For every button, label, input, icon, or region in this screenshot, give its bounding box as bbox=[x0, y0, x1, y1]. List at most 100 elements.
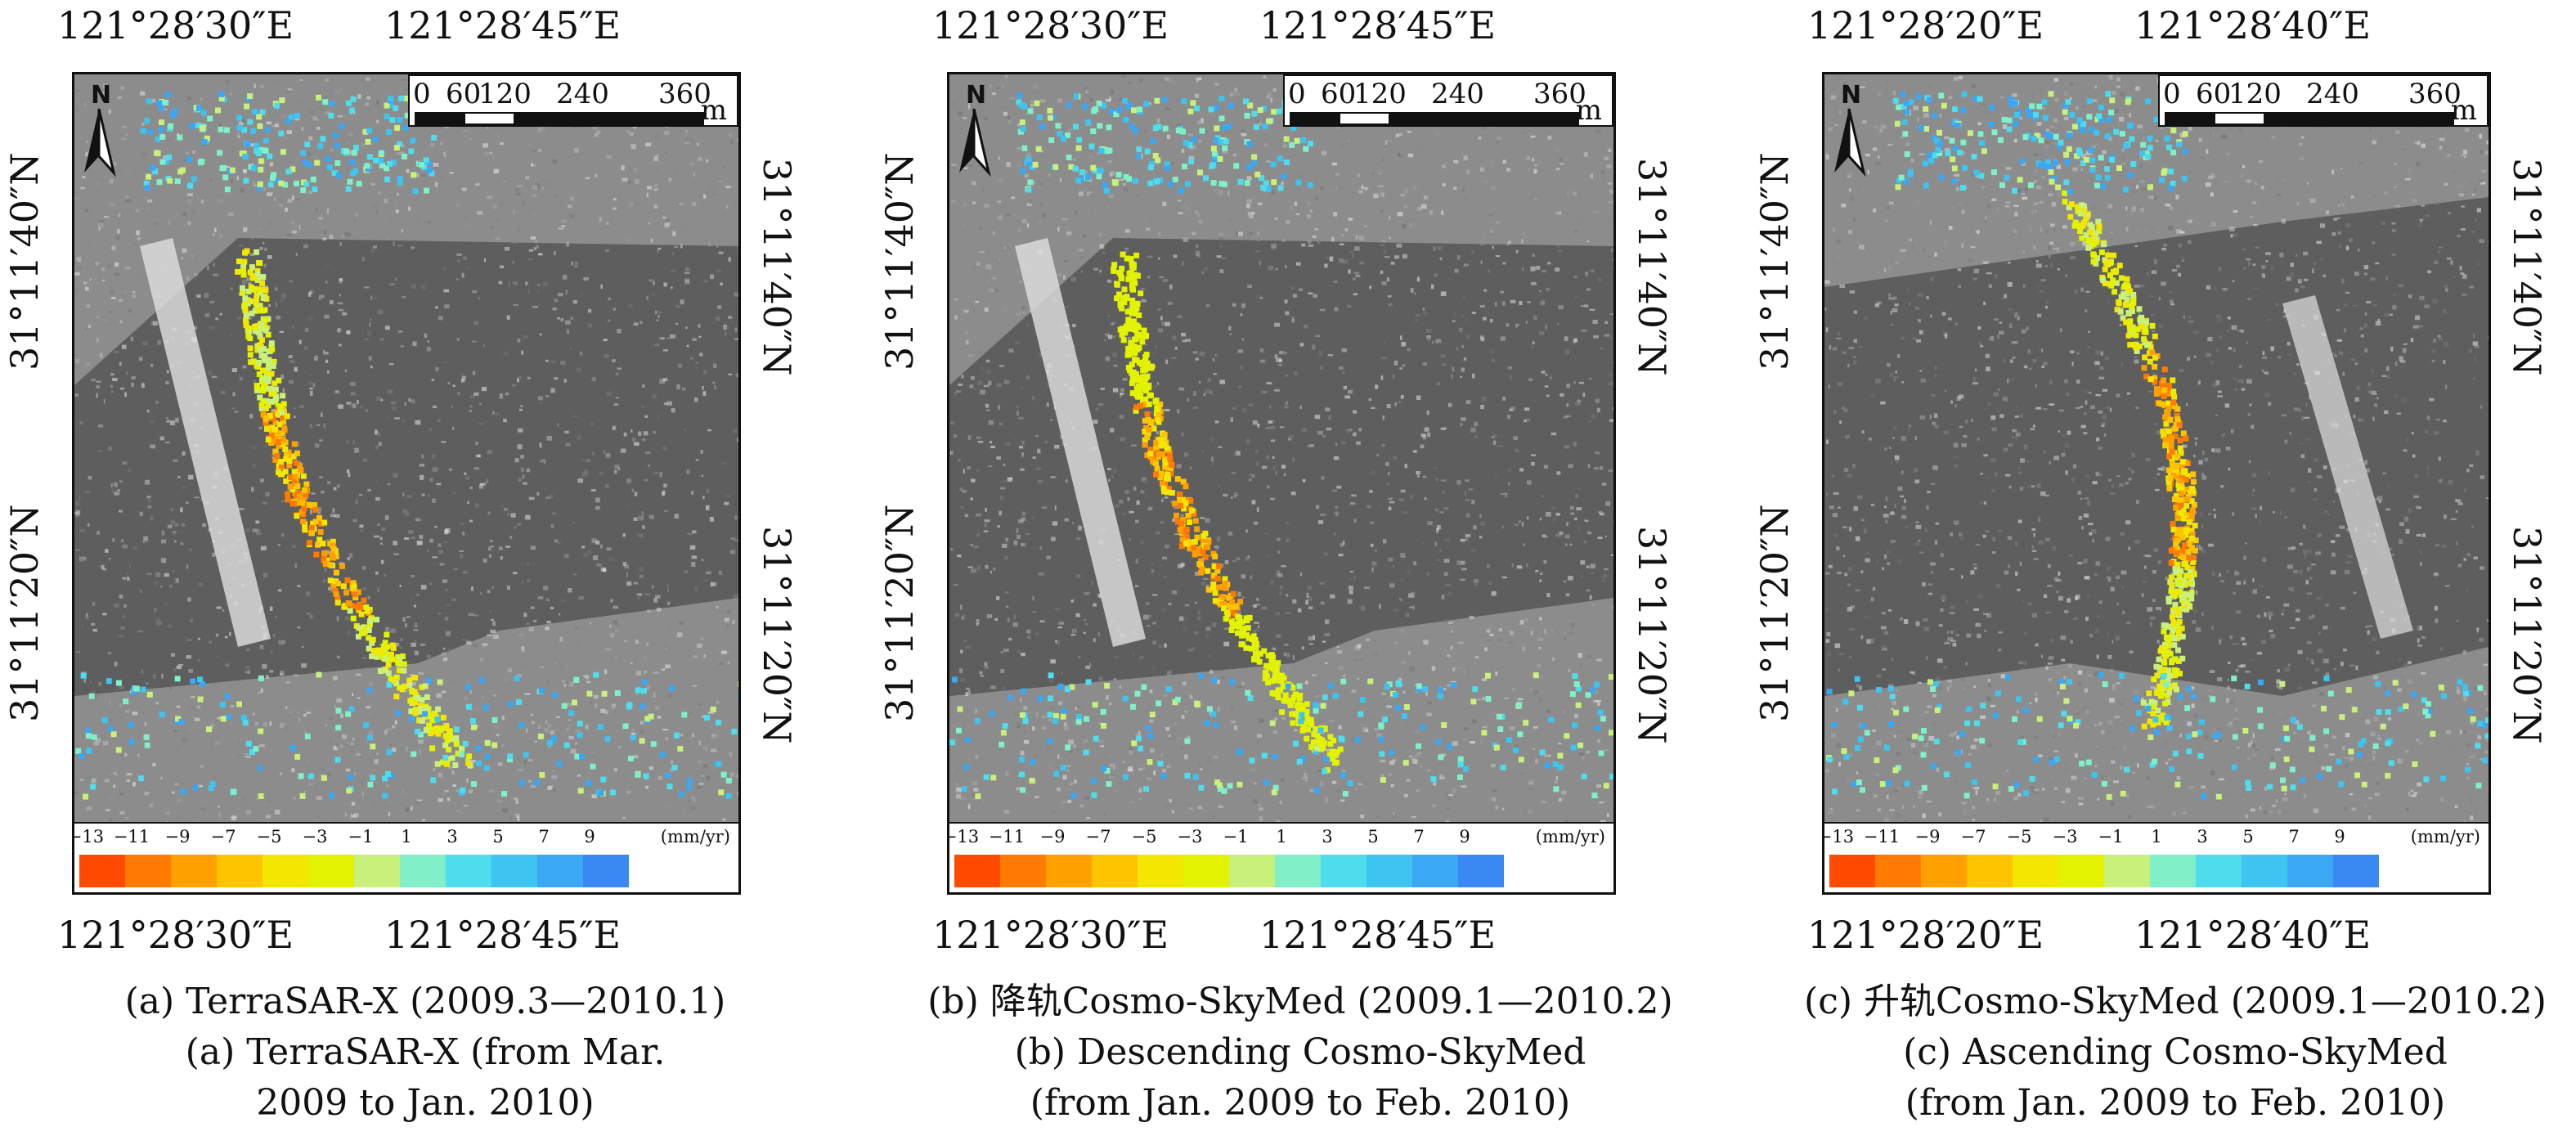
ps-point bbox=[229, 167, 236, 173]
speckle bbox=[1524, 407, 1530, 411]
speckle bbox=[219, 312, 222, 316]
speckle bbox=[221, 684, 226, 688]
speckle bbox=[1386, 139, 1392, 142]
speckle bbox=[1270, 439, 1276, 442]
speckle bbox=[1326, 427, 1332, 431]
speckle bbox=[406, 616, 411, 618]
speckle bbox=[1349, 570, 1354, 573]
colorbar-unit: (mm/yr) bbox=[660, 827, 730, 846]
speckle bbox=[1524, 420, 1527, 423]
speckle bbox=[1446, 808, 1450, 810]
speckle bbox=[690, 491, 694, 495]
speckle bbox=[1454, 312, 1456, 317]
speckle bbox=[1388, 497, 1393, 501]
speckle bbox=[1228, 217, 1233, 222]
speckle bbox=[76, 106, 79, 112]
speckle bbox=[1020, 468, 1025, 471]
speckle bbox=[125, 170, 131, 173]
speckle bbox=[1479, 167, 1485, 172]
ps-point bbox=[265, 437, 272, 443]
speckle bbox=[736, 438, 738, 442]
speckle bbox=[1335, 788, 1340, 793]
speckle bbox=[517, 722, 520, 725]
ps-point bbox=[361, 597, 367, 604]
speckle bbox=[1196, 78, 1199, 83]
speckle bbox=[76, 651, 80, 653]
speckle bbox=[1070, 222, 1073, 225]
speckle bbox=[1290, 286, 1295, 290]
speckle bbox=[1495, 475, 1497, 478]
speckle bbox=[74, 358, 80, 364]
speckle bbox=[1559, 137, 1564, 140]
speckle bbox=[121, 344, 127, 349]
ps-point bbox=[163, 159, 169, 165]
speckle bbox=[1021, 305, 1026, 310]
speckle bbox=[1290, 492, 1296, 496]
speckle bbox=[596, 563, 602, 567]
ps-point bbox=[478, 677, 485, 684]
speckle bbox=[1003, 555, 1008, 560]
speckle bbox=[608, 297, 611, 301]
ps-point bbox=[390, 678, 397, 685]
ps-point bbox=[335, 581, 342, 587]
speckle bbox=[666, 583, 669, 589]
speckle bbox=[124, 267, 131, 270]
speckle bbox=[1277, 573, 1283, 577]
speckle bbox=[1470, 549, 1476, 552]
ps-point bbox=[266, 358, 272, 365]
ps-point bbox=[518, 722, 525, 729]
speckle bbox=[1291, 319, 1295, 323]
speckle bbox=[267, 255, 272, 259]
speckle bbox=[595, 540, 600, 545]
ps-point bbox=[168, 123, 174, 129]
speckle bbox=[1487, 564, 1490, 568]
speckle bbox=[667, 601, 671, 605]
ps-point bbox=[86, 748, 92, 754]
ps-point bbox=[200, 110, 207, 116]
speckle bbox=[120, 626, 125, 630]
speckle bbox=[259, 644, 264, 650]
speckle bbox=[599, 471, 604, 475]
speckle bbox=[1007, 477, 1012, 482]
speckle bbox=[153, 221, 159, 227]
speckle bbox=[636, 597, 640, 600]
speckle bbox=[236, 132, 240, 137]
speckle bbox=[1195, 250, 1200, 256]
speckle bbox=[1595, 128, 1601, 133]
speckle bbox=[710, 274, 714, 280]
speckle bbox=[156, 621, 163, 626]
speckle bbox=[1349, 502, 1356, 505]
speckle bbox=[1373, 193, 1379, 199]
speckle bbox=[1308, 636, 1313, 641]
ps-point bbox=[253, 746, 259, 752]
speckle bbox=[293, 797, 296, 800]
speckle bbox=[575, 626, 578, 629]
speckle bbox=[963, 202, 967, 207]
speckle bbox=[1113, 364, 1118, 367]
speckle bbox=[545, 359, 549, 362]
speckle bbox=[518, 478, 522, 483]
speckle bbox=[572, 784, 575, 788]
speckle bbox=[168, 220, 171, 226]
ps-point bbox=[260, 384, 267, 390]
speckle bbox=[536, 245, 540, 249]
speckle bbox=[294, 415, 296, 418]
ps-point bbox=[387, 95, 393, 101]
speckle bbox=[239, 376, 243, 381]
speckle bbox=[613, 703, 617, 707]
speckle bbox=[451, 679, 457, 685]
speckle bbox=[984, 523, 988, 528]
speckle bbox=[1097, 108, 1101, 112]
speckle bbox=[249, 414, 254, 419]
speckle bbox=[272, 633, 276, 637]
speckle bbox=[114, 689, 118, 692]
speckle bbox=[959, 796, 966, 800]
speckle bbox=[384, 326, 390, 330]
speckle bbox=[1223, 627, 1229, 631]
ps-point bbox=[243, 322, 249, 329]
ps-point bbox=[257, 123, 263, 129]
speckle bbox=[702, 391, 707, 396]
speckle bbox=[602, 568, 607, 572]
speckle bbox=[1470, 427, 1476, 433]
speckle bbox=[142, 341, 148, 346]
